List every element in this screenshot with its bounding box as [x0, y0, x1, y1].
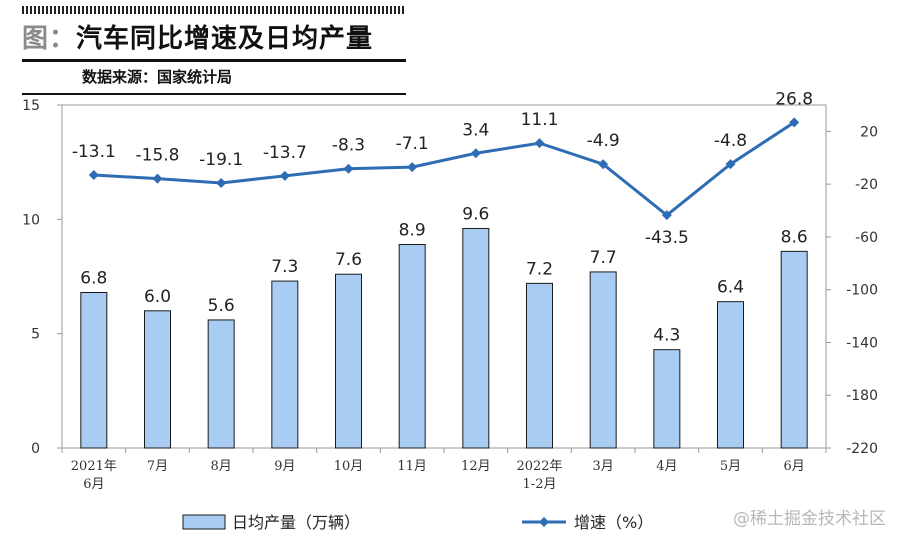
- growth-point: [216, 177, 227, 188]
- growth-point: [279, 170, 290, 181]
- legend-bar-label: 日均产量（万辆）: [232, 513, 360, 532]
- x-category-label: 3月: [593, 459, 614, 474]
- growth-value-label: -13.7: [263, 143, 307, 163]
- legend-line-label: 增速（%）: [574, 513, 653, 532]
- growth-line: [93, 121, 795, 218]
- y-right-tick-label: -180: [846, 388, 878, 404]
- bar: [526, 282, 553, 449]
- growth-value-label: -7.1: [396, 134, 429, 154]
- bar: [80, 292, 108, 449]
- dotted-rule: [22, 6, 406, 14]
- bar-value-label: 9.6: [462, 204, 489, 224]
- bar-value-label: 7.7: [590, 248, 617, 268]
- x-category-label: 2021年: [71, 459, 117, 474]
- bar: [398, 243, 426, 449]
- growth-point: [88, 170, 99, 181]
- growth-point: [598, 159, 609, 170]
- x-category-label: 4月: [656, 459, 677, 474]
- y-right-tick-label: -220: [846, 441, 878, 457]
- growth-point: [725, 159, 736, 170]
- bar: [335, 273, 362, 449]
- x-category-label: 11月: [397, 459, 427, 474]
- bar-value-label: 8.9: [399, 220, 426, 240]
- growth-value-label: -4.8: [714, 131, 747, 151]
- bar: [462, 227, 490, 449]
- y-right-tick-label: -60: [855, 230, 878, 246]
- bar: [144, 310, 171, 449]
- growth-point: [470, 148, 481, 159]
- x-category-label: 9月: [274, 459, 295, 474]
- growth-point: [661, 210, 672, 221]
- bar: [780, 250, 808, 449]
- watermark: @稀土掘金技术社区: [733, 509, 886, 529]
- growth-value-label: 26.8: [775, 89, 813, 109]
- bar: [589, 271, 617, 449]
- data-source: 数据来源：国家统计局: [82, 68, 233, 86]
- bar-value-label: 7.2: [526, 259, 553, 279]
- bar: [207, 319, 235, 449]
- bar-value-label: 6.0: [144, 287, 171, 307]
- y-right-tick-label: -140: [846, 335, 878, 351]
- legend-line-marker: [539, 517, 549, 527]
- bar-value-label: 7.6: [335, 250, 362, 270]
- growth-point: [152, 173, 163, 184]
- y-right-tick-label: -100: [846, 283, 878, 299]
- growth-value-label: -15.8: [136, 146, 180, 166]
- bar-value-label: 5.6: [208, 296, 235, 316]
- growth-value-label: 11.1: [521, 110, 559, 130]
- growth-point: [343, 163, 354, 174]
- bar: [717, 301, 744, 449]
- bar: [271, 280, 299, 449]
- growth-point: [407, 162, 418, 173]
- x-category-label: 8月: [211, 459, 232, 474]
- y-left-tick-label: 0: [31, 441, 40, 457]
- x-category-label: 6月: [784, 459, 805, 474]
- growth-value-label: -43.5: [645, 228, 689, 248]
- x-category-label: 5月: [720, 459, 741, 474]
- x-category-label: 1-2月: [523, 477, 557, 492]
- source-rule: [22, 93, 406, 95]
- bar-value-label: 8.6: [781, 227, 808, 247]
- x-category-label: 7月: [147, 459, 168, 474]
- title-prefix: 图：: [22, 24, 77, 54]
- bar-value-label: 6.8: [80, 269, 107, 289]
- bar-value-label: 7.3: [271, 257, 298, 277]
- y-left-tick-label: 10: [22, 212, 40, 228]
- legend-bar-swatch: [182, 514, 226, 530]
- growth-value-label: 3.4: [462, 120, 489, 140]
- growth-point: [789, 117, 800, 128]
- bar: [653, 349, 681, 449]
- x-category-label: 12月: [461, 459, 491, 474]
- bar-value-label: 4.3: [653, 326, 680, 346]
- y-left-tick-label: 5: [31, 327, 40, 343]
- chart-header: 图： 汽车同比增速及日均产量 数据来源：国家统计局: [22, 6, 406, 95]
- growth-point: [534, 138, 545, 149]
- chart-title: 汽车同比增速及日均产量: [76, 24, 374, 54]
- x-category-label: 2022年: [516, 459, 562, 474]
- growth-value-label: -13.1: [72, 142, 116, 162]
- growth-value-label: -8.3: [332, 136, 365, 156]
- title-rule: [22, 59, 406, 62]
- y-right-tick-label: -20: [855, 177, 878, 193]
- x-category-label: 6月: [83, 477, 104, 492]
- bar-value-label: 6.4: [717, 278, 744, 298]
- y-right-tick-label: 20: [860, 124, 878, 140]
- title-row: 图： 汽车同比增速及日均产量: [22, 18, 406, 55]
- growth-value-label: -19.1: [199, 150, 243, 170]
- y-left-tick-label: 15: [22, 98, 40, 114]
- growth-value-label: -4.9: [587, 131, 620, 151]
- x-category-label: 10月: [334, 459, 364, 474]
